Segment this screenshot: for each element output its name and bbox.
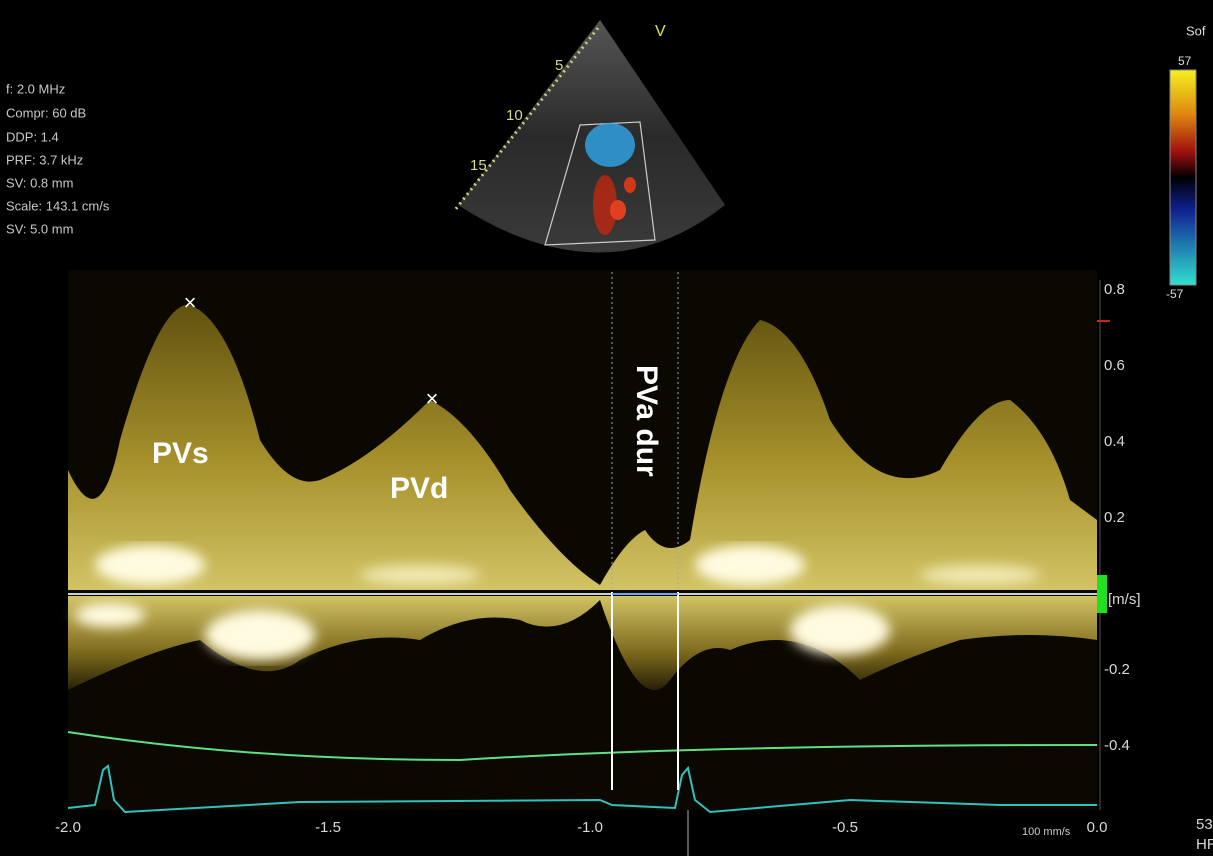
time-tick: -1.5 [315,819,341,836]
depth-label: 5 [555,57,563,74]
bright-band [360,565,480,585]
view-marker: V [655,23,666,40]
doppler-spectrum: × × PVs PVd PVa dur [68,270,1097,812]
time-tick: -1.0 [577,819,603,836]
velocity-tick: 0.6 [1104,357,1125,374]
heart-rate-label: HR [1196,836,1213,853]
sector-image: V 5 10 15 [455,20,725,253]
settings: f: 2.0 MHz Compr: 60 dB DDP: 1.4 PRF: 3.… [6,81,110,236]
depth-label: 15 [470,157,487,174]
setting: SV: 0.8 mm [6,175,73,190]
setting: Scale: 143.1 cm/s [6,198,110,213]
velocity-unit: [m/s] [1108,591,1141,608]
corner-label: Sof [1186,23,1206,38]
setting: DDP: 1.4 [6,129,59,144]
peak-marker: × [184,290,197,315]
color-bar [1170,70,1196,285]
velocity-tick: 0.4 [1104,433,1125,450]
velocity-tick: -0.2 [1104,661,1130,678]
bright-band [695,545,805,585]
baseline-handle [1097,575,1107,613]
annotation: PVd [390,472,448,505]
time-tick: -0.5 [832,819,858,836]
setting: PRF: 3.7 kHz [6,152,83,167]
sweep-speed: 100 mm/s [1022,826,1071,838]
bright-band [920,565,1040,585]
peak-marker: × [426,386,439,411]
velocity-tick: 0.8 [1104,281,1125,298]
annotation: PVs [152,437,209,470]
flow [624,177,636,193]
velocity-tick: 0.2 [1104,509,1125,526]
depth-label: 10 [506,107,523,124]
ultrasound-screen: f: 2.0 MHz Compr: 60 dB DDP: 1.4 PRF: 3.… [0,0,1213,856]
bright-band [790,605,890,655]
color-bar-bottom: -57 [1166,287,1184,301]
time-tick: 0.0 [1087,819,1108,836]
velocity-axis: 0.8 0.6 0.4 0.2 [m/s] -0.2 -0.4 [1097,280,1141,810]
color-bar-top: 57 [1178,54,1192,68]
setting: f: 2.0 MHz [6,81,65,96]
flow [610,200,626,220]
time-axis: -2.0 -1.5 -1.0 -0.5 0.0 100 mm/s [55,810,1107,856]
bright-band [75,603,145,627]
velocity-tick: -0.4 [1104,737,1130,754]
time-tick: -2.0 [55,819,81,836]
bright-band [95,545,205,585]
setting: Compr: 60 dB [6,105,86,120]
flow [585,123,635,167]
bright-band [205,610,315,660]
annotation: PVa dur [630,365,663,477]
heart-rate: 53 [1196,816,1213,833]
setting: SV: 5.0 mm [6,221,73,236]
